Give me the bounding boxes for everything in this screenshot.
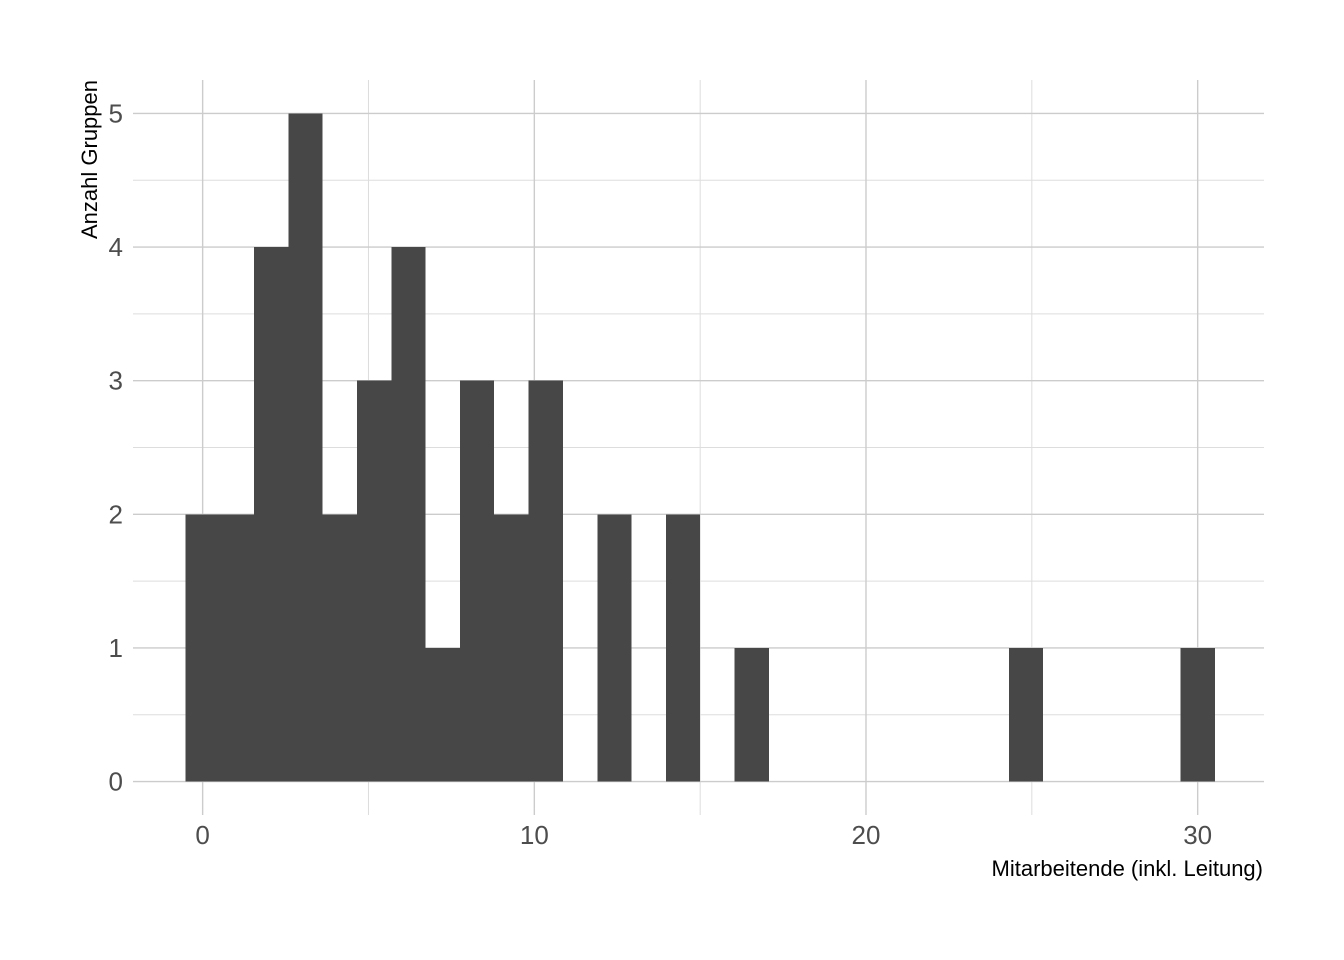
x-tick-label: 10	[520, 820, 549, 850]
histogram-bar-0	[185, 514, 220, 782]
histogram-bar-1	[219, 514, 255, 782]
histogram-bar-12	[665, 514, 701, 782]
histogram-bar-3	[288, 113, 323, 782]
y-tick-label: 5	[109, 98, 123, 128]
x-tick-label: 30	[1183, 820, 1212, 850]
histogram-bar-2	[254, 247, 289, 782]
histogram-bar-13	[734, 647, 769, 782]
y-tick-label: 4	[109, 232, 123, 262]
bars	[185, 113, 1215, 782]
histogram-bar-7	[425, 647, 461, 782]
x-tick-label: 0	[195, 820, 209, 850]
y-axis-title: Anzahl Gruppen	[77, 80, 102, 239]
x-axis-title: Mitarbeitende (inkl. Leitung)	[992, 856, 1263, 881]
y-axis-ticks: 0 1 2 3 4 5	[109, 98, 123, 796]
histogram-bar-8	[460, 380, 495, 782]
y-tick-label: 1	[109, 633, 123, 663]
x-tick-label: 20	[852, 820, 881, 850]
histogram-bar-4	[322, 514, 358, 782]
histogram-bar-6	[391, 247, 426, 782]
y-tick-label: 0	[109, 767, 123, 797]
histogram-bar-15	[1180, 647, 1215, 782]
histogram-bar-10	[528, 380, 563, 782]
histogram-bar-14	[1008, 647, 1044, 782]
y-tick-label: 3	[109, 366, 123, 396]
histogram-bar-5	[357, 380, 392, 782]
histogram-bar-9	[494, 514, 529, 782]
y-tick-label: 2	[109, 499, 123, 529]
x-axis-ticks: 0 10 20 30	[195, 820, 1212, 850]
histogram-bar-11	[597, 514, 632, 782]
